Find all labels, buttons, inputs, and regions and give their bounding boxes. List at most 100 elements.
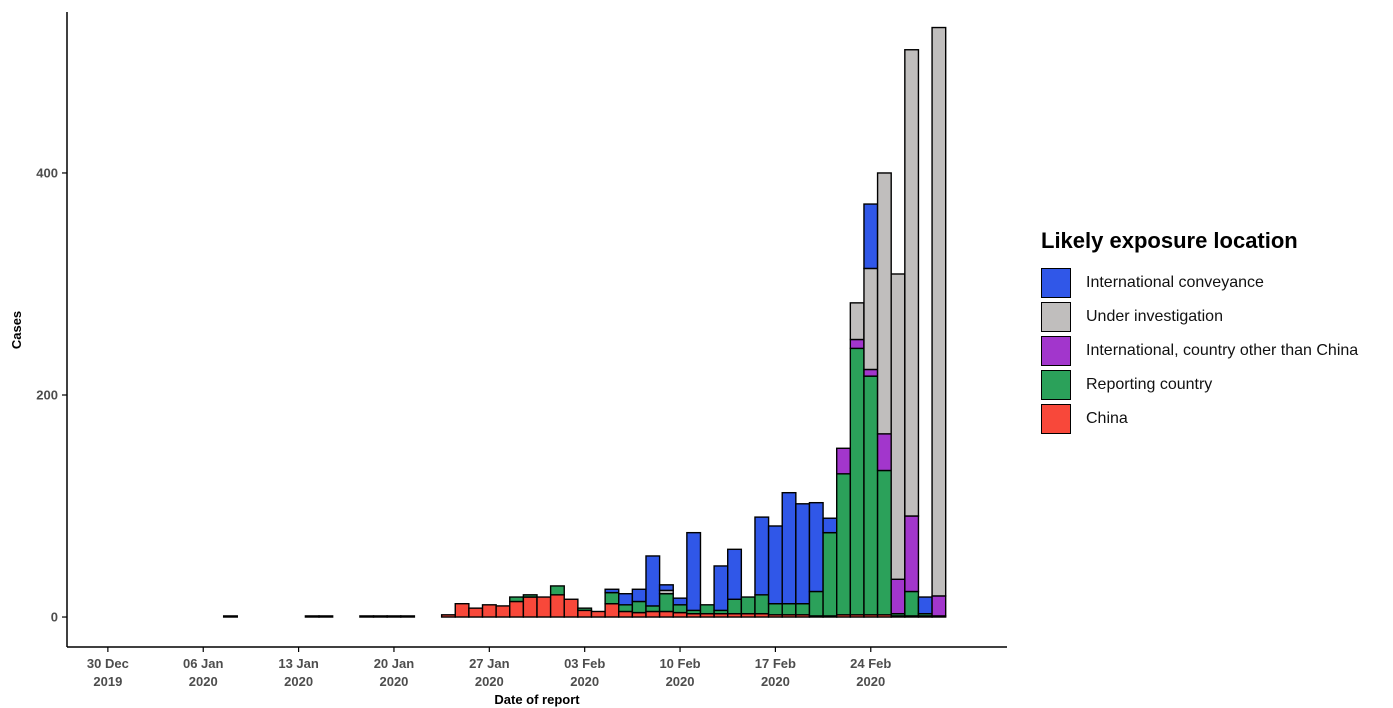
bar-segment (795, 503, 811, 605)
legend-key-swatch (1041, 404, 1071, 434)
bar-segment (781, 491, 797, 605)
x-tick-label-year: 2019 (93, 674, 122, 689)
bar-segment (931, 26, 947, 597)
bar-segment (836, 473, 852, 616)
x-axis-ticks: 30 Dec 2019 06 Jan 2020 13 Jan 2020 20 Jan 2020… (87, 647, 891, 689)
bar-segment (645, 610, 661, 618)
bar-segment (549, 585, 565, 596)
legend-item: International, country other than China (1041, 334, 1358, 368)
bar-segment (604, 591, 620, 605)
legend: Likely exposure location International c… (1041, 228, 1358, 436)
bar-segment (863, 375, 879, 616)
bar-segment (618, 593, 634, 606)
legend-label: International conveyance (1086, 274, 1264, 291)
x-tick-label-year: 2020 (856, 674, 885, 689)
bar-segment (904, 515, 920, 593)
bar-segment (481, 604, 497, 618)
bar-segment (645, 555, 661, 607)
bar-segment (904, 49, 920, 517)
bar-segment (536, 596, 552, 618)
x-tick-label: 17 Feb (755, 656, 796, 671)
bar-segment (808, 590, 824, 617)
y-tick-label: 0 (51, 610, 58, 625)
x-tick-label-year: 2020 (379, 674, 408, 689)
y-axis-title: Cases (9, 311, 24, 349)
bar-segment (890, 578, 906, 615)
x-tick-label-year: 2020 (475, 674, 504, 689)
legend-item: International conveyance (1041, 266, 1358, 300)
legend-label: Reporting country (1086, 376, 1213, 393)
bars-layer (222, 26, 947, 618)
y-tick-label: 400 (36, 165, 58, 180)
bar-segment (577, 607, 593, 612)
x-tick-label: 27 Jan (469, 656, 510, 671)
bar-segment (863, 368, 879, 377)
bar-segment (440, 614, 456, 618)
bar-segment (645, 605, 661, 613)
bar-segment (767, 603, 783, 616)
bar-segment (304, 615, 320, 618)
bar-segment (699, 604, 715, 615)
legend-label: International, country other than China (1086, 342, 1359, 359)
bar-segment (222, 615, 238, 618)
x-tick-label: 30 Dec (87, 656, 129, 671)
bar-segment (822, 517, 838, 534)
bar-segment (495, 605, 511, 618)
legend-label: Under investigation (1086, 308, 1223, 325)
bar-segment (359, 615, 375, 618)
legend-key-swatch (1041, 370, 1071, 400)
bar-segment (876, 433, 892, 472)
legend-key-swatch (1041, 268, 1071, 298)
x-tick-label-year: 2020 (570, 674, 599, 689)
x-tick-label: 10 Feb (659, 656, 700, 671)
bar-segment (713, 565, 729, 612)
bar-segment (509, 600, 525, 618)
bar-segment (863, 203, 879, 270)
bar-segment (876, 469, 892, 616)
bar-segment (604, 603, 620, 618)
legend-label: China (1086, 410, 1128, 427)
bar-segment (563, 598, 579, 618)
x-tick-label: 06 Jan (183, 656, 224, 671)
bar-segment (754, 594, 770, 615)
legend-key-swatch (1041, 302, 1071, 332)
bar-segment (740, 596, 756, 615)
legend-key-swatch (1041, 336, 1071, 366)
y-tick-label: 200 (36, 387, 58, 402)
bar-segment (522, 596, 538, 618)
legend-item: Reporting country (1041, 368, 1358, 402)
x-tick-label-year: 2020 (284, 674, 313, 689)
legend-item: Under investigation (1041, 300, 1358, 334)
bar-segment (318, 615, 334, 618)
bar-segment (876, 172, 892, 435)
x-tick-label-year: 2020 (666, 674, 695, 689)
legend-items: International conveyance Under investigat… (1041, 266, 1358, 436)
bar-segment (727, 598, 743, 615)
x-tick-label-year: 2020 (189, 674, 218, 689)
bar-segment (372, 615, 388, 618)
bar-segment (509, 596, 525, 603)
bar-segment (781, 603, 797, 616)
x-tick-label: 24 Feb (850, 656, 891, 671)
bar-segment (795, 603, 811, 616)
bar-segment (400, 615, 416, 618)
legend-title: Likely exposure location (1041, 228, 1298, 253)
bar-segment (767, 525, 783, 605)
bar-segment (522, 594, 538, 598)
legend-item: China (1041, 402, 1358, 436)
bar-segment (836, 447, 852, 475)
bar-segment (468, 607, 484, 618)
bar-segment (863, 267, 879, 371)
bar-segment (917, 596, 933, 615)
bar-segment (618, 604, 634, 613)
bar-segment (590, 610, 606, 618)
x-tick-label: 03 Feb (564, 656, 605, 671)
bar-segment (658, 584, 674, 592)
bar-segment (849, 347, 865, 616)
bar-segment (454, 603, 470, 618)
bar-segment (890, 273, 906, 580)
bar-segment (754, 516, 770, 596)
bar-segment (686, 531, 702, 612)
x-axis-title: Date of report (494, 692, 580, 707)
